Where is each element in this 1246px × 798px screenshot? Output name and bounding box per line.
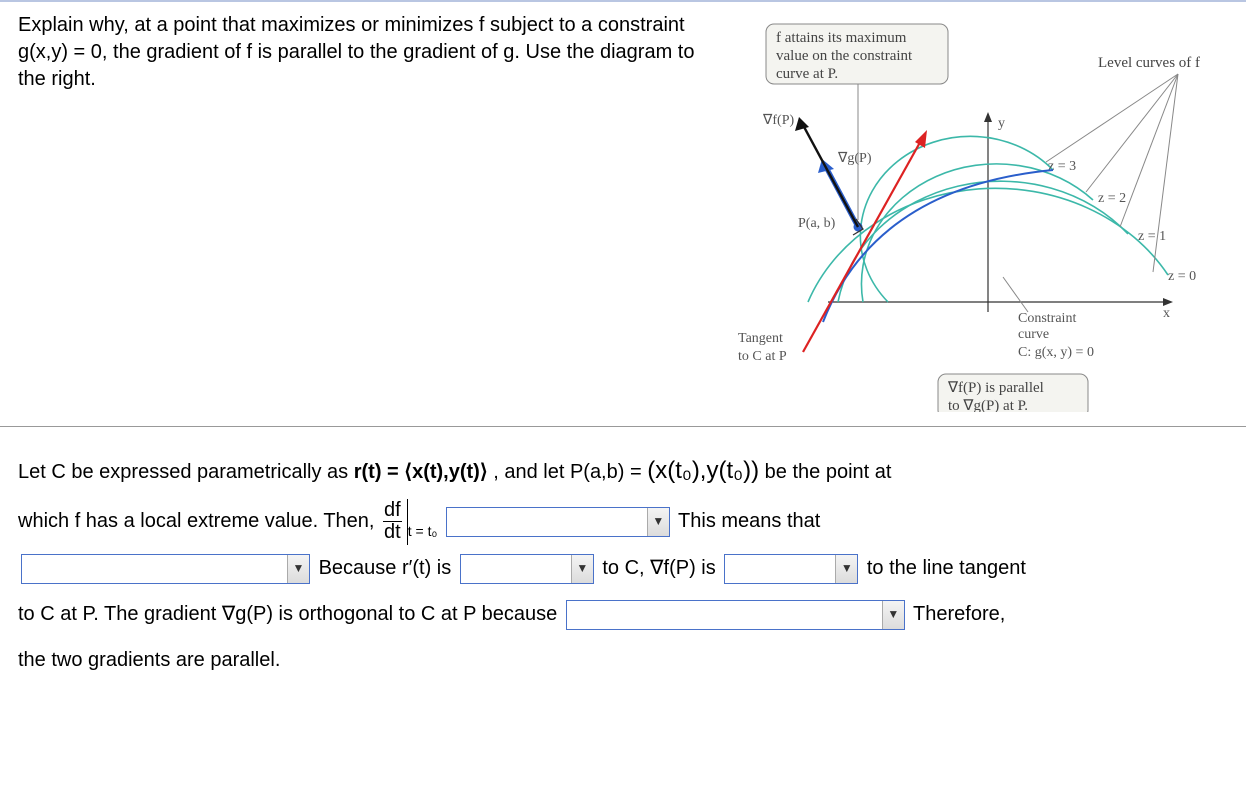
label-tangent-l2: to C at P	[738, 349, 787, 364]
text: to C, ∇f(P) is	[602, 557, 721, 579]
text: to the line tangent	[867, 557, 1026, 579]
label-grad-f: ∇f(P)	[762, 113, 794, 128]
callout-bottom-l2: to ∇g(P) at P.	[948, 398, 1028, 412]
dropdown-4[interactable]: ▼	[724, 554, 858, 584]
axis-y-label: y	[998, 116, 1005, 131]
text: r′(t) is	[402, 557, 457, 579]
callout-top-l2: value on the constraint	[776, 48, 913, 64]
level-z3: z = 3	[1048, 159, 1076, 174]
constraint-diagram: y x z = 0 z = 1 z = 2 z = 3	[708, 12, 1228, 412]
text: be the point at	[765, 461, 892, 483]
eval-sub: t = t₀	[408, 523, 438, 539]
callout-bottom-l1: ∇f(P) is parallel	[947, 380, 1044, 396]
dropdown-1[interactable]: ▼	[446, 507, 670, 537]
level-z1: z = 1	[1138, 229, 1166, 244]
dropdown-1-field[interactable]	[447, 508, 647, 536]
dropdown-4-field[interactable]	[725, 555, 835, 583]
label-level-curves: Level curves of f	[1098, 55, 1200, 71]
axis-x-label: x	[1163, 306, 1170, 321]
label-grad-g: ∇g(P)	[837, 151, 872, 166]
diagram-container: y x z = 0 z = 1 z = 2 z = 3	[708, 12, 1228, 418]
text: , and let P(a,b) =	[493, 461, 647, 483]
answer-area: Let C be expressed parametrically as r(t…	[0, 427, 1246, 723]
dropdown-2[interactable]: ▼	[21, 554, 310, 584]
text: the two gradients are parallel.	[18, 649, 280, 671]
label-tangent-l1: Tangent	[738, 331, 783, 346]
chevron-down-icon[interactable]: ▼	[647, 508, 669, 536]
label-constraint-l1: Constraint	[1018, 311, 1076, 326]
dropdown-5[interactable]: ▼	[566, 600, 905, 630]
callout-top-l1: f attains its maximum	[776, 30, 907, 46]
dropdown-5-field[interactable]	[567, 601, 882, 629]
chevron-down-icon[interactable]: ▼	[571, 555, 593, 583]
level-z0: z = 0	[1168, 269, 1196, 284]
label-constraint-l2: curve	[1018, 327, 1049, 342]
dropdown-2-field[interactable]	[22, 555, 287, 583]
text: which f has a local extreme value. Then,	[18, 510, 380, 532]
chevron-down-icon[interactable]: ▼	[835, 555, 857, 583]
text: Therefore,	[913, 603, 1005, 625]
text: Because	[319, 557, 402, 579]
dropdown-3[interactable]: ▼	[460, 554, 594, 584]
chevron-down-icon[interactable]: ▼	[287, 555, 309, 583]
dropdown-3-field[interactable]	[461, 555, 571, 583]
text: Let C be expressed parametrically as	[18, 461, 354, 483]
text-bold: r(t) = ⟨x(t),y(t)⟩	[354, 461, 488, 483]
text: This means that	[678, 510, 820, 532]
level-z2: z = 2	[1098, 191, 1126, 206]
chevron-down-icon[interactable]: ▼	[882, 601, 904, 629]
text: to C at P. The gradient ∇g(P) is orthogo…	[18, 603, 563, 625]
top-section: Explain why, at a point that maximizes o…	[0, 0, 1246, 427]
label-P: P(a, b)	[798, 216, 836, 231]
question-text: Explain why, at a point that maximizes o…	[18, 12, 708, 418]
callout-top-l3: curve at P.	[776, 66, 838, 82]
fraction-df-dt: df dt	[383, 500, 402, 543]
text-math: (x(t₀),y(t₀))	[647, 457, 759, 484]
label-constraint-l3: C: g(x, y) = 0	[1018, 345, 1094, 360]
